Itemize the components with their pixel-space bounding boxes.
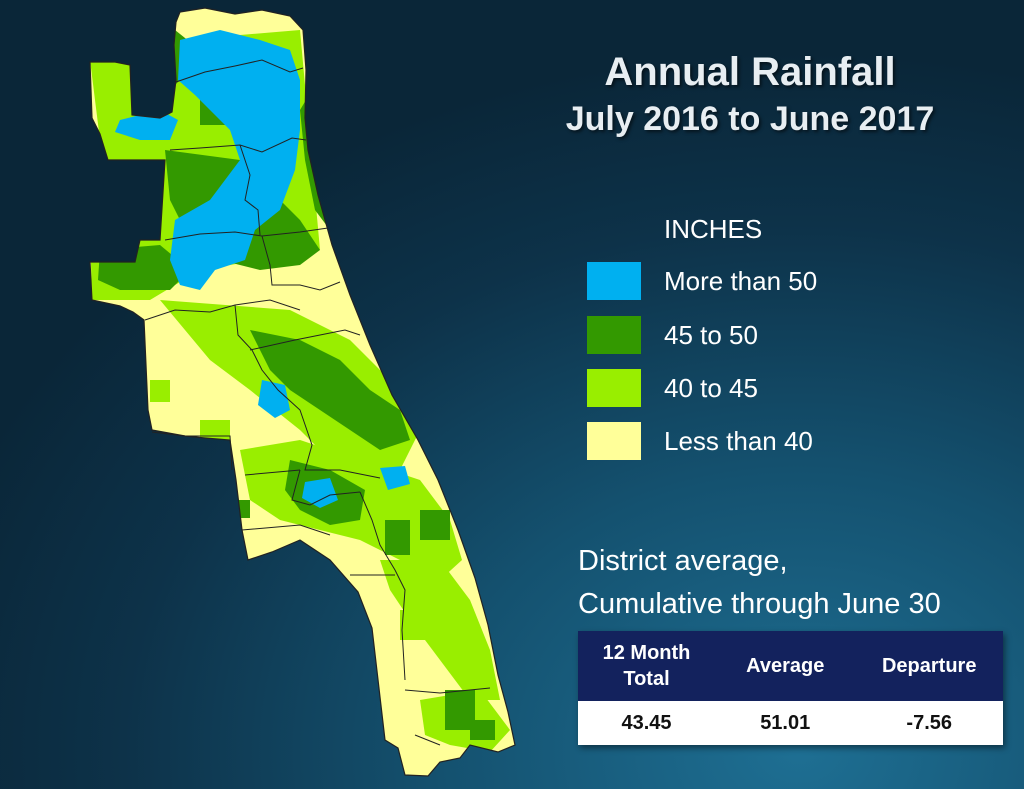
value-average: 51.01 [715, 701, 856, 745]
legend-item-more-than-50: More than 50 [587, 262, 987, 302]
legend-swatch [587, 262, 641, 300]
column-header-average: Average [715, 631, 856, 701]
legend-label: More than 50 [664, 266, 818, 296]
summary-heading-line1: District average, [578, 545, 788, 577]
map-title: Annual Rainfall [604, 50, 896, 94]
legend-item-less-than-40: Less than 40 [587, 422, 987, 462]
legend-label: Less than 40 [664, 426, 813, 456]
table-header-row: 12 Month Total Average Departure [578, 631, 1003, 701]
legend-label: 40 to 45 [664, 373, 758, 403]
column-header-departure: Departure [855, 631, 1003, 701]
district-rainfall-map [89, 7, 516, 777]
legend-swatch [587, 422, 641, 460]
rainfall-zones-more-than-50 [115, 30, 410, 508]
value-12-month-total: 43.45 [578, 701, 716, 745]
summary-heading-line2: Cumulative through June 30 [578, 588, 941, 620]
legend-item-45-to-50: 45 to 50 [587, 316, 987, 356]
county-boundaries [144, 59, 491, 746]
table-row: 43.45 51.01 -7.56 [578, 701, 1003, 745]
map-subtitle: July 2016 to June 2017 [565, 100, 935, 138]
legend-heading: INCHES [664, 214, 763, 244]
legend-item-40-to-45: 40 to 45 [587, 369, 987, 409]
rainfall-summary-table: 12 Month Total Average Departure 43.45 5… [578, 631, 1003, 745]
legend-label: 45 to 50 [664, 320, 758, 350]
value-departure: -7.56 [855, 701, 1003, 745]
column-header-12-month-total: 12 Month Total [578, 631, 716, 701]
legend-swatch [587, 369, 641, 407]
summary-heading: District average, Cumulative through Jun… [578, 540, 941, 626]
district-outline [89, 7, 516, 777]
legend-swatch [587, 316, 641, 354]
